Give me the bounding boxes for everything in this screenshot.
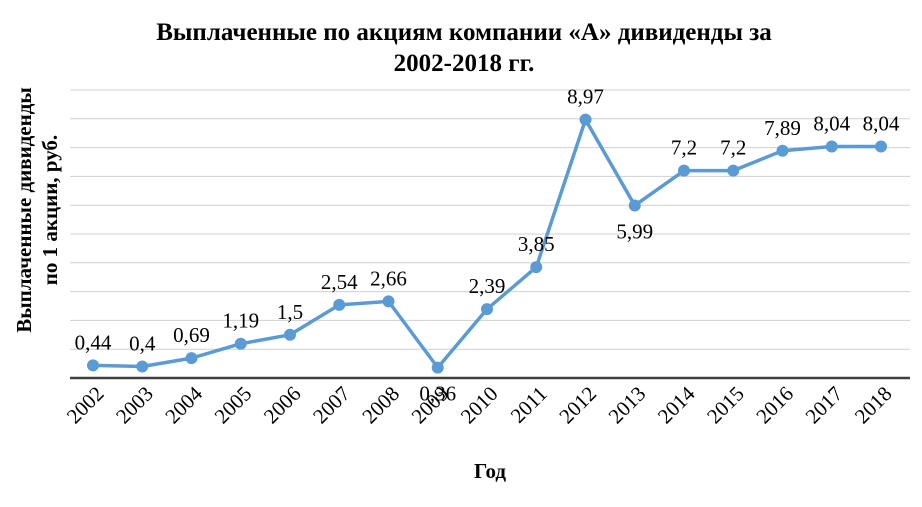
- x-tick-label: 2014: [653, 381, 700, 428]
- x-tick-label: 2006: [259, 382, 306, 429]
- data-labels: 0,44 0,4 0,69 1,19 1,5 2,54 2,66 0,36 2,39 3,85 8,…: [75, 85, 900, 406]
- y-axis-title-line2: по 1 акции, руб.: [38, 135, 62, 285]
- x-tick-label: 2007: [308, 382, 355, 429]
- x-tick-label: 2013: [604, 382, 651, 429]
- data-point: [481, 303, 493, 316]
- x-axis-title: Год: [474, 459, 506, 483]
- data-label: 0,44: [75, 330, 112, 354]
- data-label: 7,2: [671, 136, 697, 160]
- data-label: 1,19: [222, 309, 259, 333]
- data-point: [185, 352, 198, 365]
- x-tick-label: 2004: [160, 381, 207, 428]
- x-tick-label: 2002: [62, 382, 109, 429]
- data-label: 3,85: [518, 232, 555, 256]
- x-tick-label: 2017: [801, 382, 848, 429]
- x-tick-label: 2011: [506, 382, 552, 428]
- y-axis-title-line1: Выплаченные дивиденды: [12, 87, 36, 333]
- data-point: [333, 298, 346, 311]
- data-point: [530, 261, 543, 274]
- x-tick-label: 2005: [210, 382, 257, 429]
- data-label: 8,04: [863, 111, 900, 135]
- data-label: 7,2: [720, 136, 746, 160]
- data-label: 0,4: [129, 331, 156, 355]
- x-tick-labels: 2002 2003 2004 2005 2006 2007 2008 2009 2010 2011…: [62, 381, 897, 428]
- chart-title-line2: 2002-2018 гг.: [394, 50, 535, 77]
- data-point: [776, 144, 789, 157]
- data-point: [678, 164, 690, 177]
- data-label: 2,54: [321, 270, 358, 294]
- data-label: 1,5: [277, 300, 303, 324]
- data-label: 0,36: [419, 382, 456, 406]
- data-label: 0,69: [173, 323, 210, 347]
- data-label: 7,89: [764, 116, 801, 140]
- x-tick-label: 2010: [456, 382, 503, 429]
- data-point: [136, 360, 149, 373]
- x-tick-label: 2003: [111, 382, 158, 429]
- data-point: [875, 140, 887, 153]
- x-tick-label: 2015: [702, 382, 749, 429]
- data-point: [825, 140, 838, 153]
- data-label: 8,97: [567, 85, 604, 109]
- data-point: [431, 361, 444, 374]
- data-points: [87, 113, 887, 374]
- y-axis-title: Выплаченные дивиденды по 1 акции, руб.: [12, 87, 62, 333]
- x-tick-label: 2018: [850, 382, 897, 429]
- data-point: [579, 113, 592, 126]
- data-point: [234, 337, 247, 350]
- x-tick-label: 2016: [751, 382, 798, 429]
- data-point: [87, 359, 99, 372]
- data-label: 2,39: [469, 274, 506, 298]
- data-label: 2,66: [370, 266, 407, 290]
- gridlines: [70, 89, 910, 350]
- data-point: [727, 164, 740, 177]
- data-point: [382, 295, 395, 308]
- data-point: [284, 328, 296, 341]
- chart-title-line1: Выплаченные по акциям компании «А» дивид…: [156, 19, 772, 46]
- data-point: [628, 199, 641, 212]
- series-line: [92, 117, 881, 370]
- x-tick-label: 2012: [554, 382, 601, 429]
- x-tick-label: 2008: [357, 382, 404, 429]
- data-label: 5,99: [616, 219, 653, 243]
- data-label: 8,04: [813, 111, 850, 135]
